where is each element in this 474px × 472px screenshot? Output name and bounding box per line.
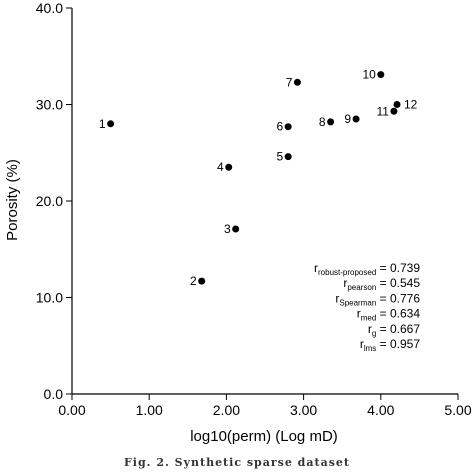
statistic-symbol: r <box>360 337 364 351</box>
point-label: 2 <box>190 274 197 288</box>
x-axis-title: log10(perm) (Log mD) <box>190 428 338 445</box>
statistic-subscript: robust-proposed <box>318 268 376 277</box>
y-tick-label: 10.0 <box>36 290 63 306</box>
statistic-line: rg = 0.667 <box>368 322 420 338</box>
statistic-subscript: Spearman <box>339 298 376 307</box>
figure-caption: Fig. 2. Synthetic sparse dataset <box>124 456 350 469</box>
point-label: 1 <box>99 117 106 131</box>
point-label: 7 <box>286 75 293 89</box>
statistic-subscript: g <box>372 329 376 338</box>
point-label: 4 <box>217 160 224 174</box>
statistic-value: = 0.545 <box>376 276 420 290</box>
statistic-value: = 0.634 <box>376 307 420 321</box>
tick-marks <box>66 7 459 400</box>
y-tick-label: 30.0 <box>36 97 63 113</box>
data-point <box>284 123 292 131</box>
statistic-subscript: pearson <box>347 283 376 292</box>
point-label: 12 <box>404 98 418 112</box>
y-tick-label: 40.0 <box>36 0 63 16</box>
statistic-symbol: r <box>357 307 361 321</box>
data-point <box>393 101 401 108</box>
x-tick-label: 3.00 <box>290 402 317 418</box>
statistic-subscript: lms <box>364 344 376 353</box>
y-tick-label: 20.0 <box>36 193 63 209</box>
statistic-line: rmed = 0.634 <box>357 307 421 323</box>
scatter-chart: 0.00 1.00 2.00 3.00 4.00 5.00 0.0 10.0 20.0 30.0 4… <box>4 0 472 445</box>
data-point <box>107 120 115 128</box>
statistic-subscript: med <box>361 314 377 323</box>
data-point <box>390 107 398 115</box>
statistic-value: = 0.667 <box>376 322 420 336</box>
y-axis-title: Porosity (%) <box>4 159 21 241</box>
tick-labels: 0.00 1.00 2.00 3.00 4.00 5.00 0.0 10.0 20.0 30.0 4… <box>36 0 472 418</box>
y-tick-label: 0.0 <box>44 386 64 402</box>
statistic-value: = 0.776 <box>376 291 420 305</box>
statistic-symbol: r <box>335 291 339 305</box>
statistic-value: = 0.739 <box>376 261 420 275</box>
x-tick-label: 1.00 <box>136 402 163 418</box>
point-label: 6 <box>276 120 283 134</box>
data-point <box>198 277 206 285</box>
statistic-line: rrobust-proposed = 0.739 <box>314 261 420 277</box>
statistic-line: rSpearman = 0.776 <box>335 291 420 307</box>
statistic-line: rlms = 0.957 <box>360 337 420 353</box>
x-tick-label: 4.00 <box>367 402 394 418</box>
statistic-symbol: r <box>368 322 372 336</box>
x-tick-label: 0.00 <box>58 402 85 418</box>
point-label: 3 <box>224 222 231 236</box>
statistic-value: = 0.957 <box>376 337 420 351</box>
data-point <box>232 225 240 233</box>
statistic-symbol: r <box>314 261 318 275</box>
x-tick-label: 5.00 <box>444 402 471 418</box>
data-point <box>284 153 292 161</box>
data-point <box>377 71 385 79</box>
statistic-symbol: r <box>343 276 347 290</box>
data-point <box>225 163 233 171</box>
statistic-line: rpearson = 0.545 <box>343 276 420 292</box>
point-label: 11 <box>376 104 389 118</box>
data-point <box>327 118 335 126</box>
data-point <box>293 78 301 86</box>
data-point <box>352 115 360 123</box>
point-label: 5 <box>276 150 283 164</box>
point-label: 8 <box>319 115 326 129</box>
point-label: 10 <box>362 68 376 82</box>
x-tick-label: 2.00 <box>213 402 240 418</box>
point-label: 9 <box>344 112 351 126</box>
